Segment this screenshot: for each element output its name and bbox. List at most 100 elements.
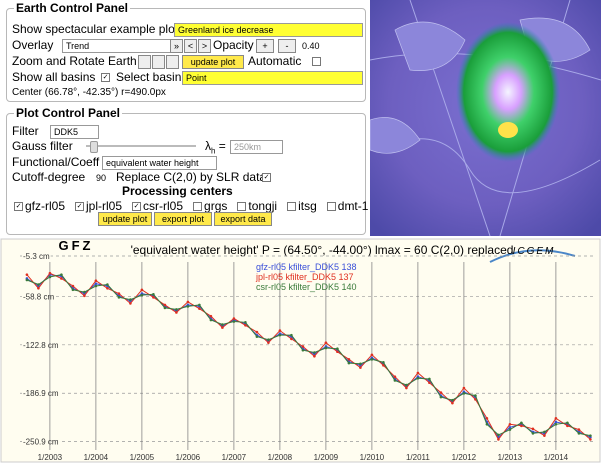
example-select[interactable]: Greenland ice decrease — [174, 23, 363, 37]
map — [370, 0, 601, 236]
series-point — [394, 379, 397, 382]
update-button[interactable]: update plot — [182, 55, 244, 69]
x-tick-label: 1/2007 — [222, 453, 247, 462]
series-point — [129, 298, 132, 301]
checkbox[interactable] — [193, 202, 202, 211]
series-point — [302, 349, 305, 352]
plot-button[interactable]: export data — [214, 212, 272, 226]
x-tick-label: 1/2014 — [544, 453, 569, 462]
label: Overlay — [12, 38, 53, 52]
series-point — [129, 302, 132, 305]
series-point — [405, 384, 408, 387]
series-point — [95, 285, 98, 288]
label: Select basin — [116, 70, 181, 84]
series-point — [428, 378, 431, 381]
series-point — [417, 377, 420, 380]
series-point — [463, 392, 466, 395]
series-point — [164, 307, 167, 310]
nav-button[interactable]: > — [198, 39, 211, 53]
overlay-select[interactable]: Trend — [62, 39, 171, 53]
plot-button[interactable]: update plot — [98, 212, 152, 226]
label: Functional/Coeff — [12, 155, 99, 169]
series-point — [463, 387, 466, 390]
series-point — [555, 421, 558, 424]
series-point — [279, 334, 282, 337]
opacity-button[interactable]: - — [278, 39, 296, 53]
checkbox[interactable]: ✓ — [14, 202, 23, 211]
series-point — [486, 423, 489, 426]
legend-entry: csr-rl05 kfilter_DDK5 140 — [256, 282, 357, 292]
logo: ICGEM — [513, 246, 556, 257]
series-point — [118, 296, 121, 299]
series-point — [440, 391, 443, 394]
checkbox[interactable] — [237, 202, 246, 211]
series-point — [509, 426, 512, 429]
nav-button[interactable]: » — [170, 39, 183, 53]
checkbox[interactable] — [327, 202, 336, 211]
label: Zoom and Rotate Earth — [12, 54, 137, 68]
basin-select[interactable]: Point — [182, 71, 363, 85]
center-label: gfz-rl05 — [25, 199, 65, 213]
series-point — [325, 347, 328, 350]
series-point — [210, 315, 213, 318]
series-point — [451, 399, 454, 402]
series-point — [187, 305, 190, 308]
series-point — [336, 350, 339, 353]
checkbox[interactable] — [312, 57, 321, 66]
series-point — [279, 329, 282, 332]
checkbox[interactable] — [287, 202, 296, 211]
plot-button[interactable]: export plot — [154, 212, 212, 226]
series-point — [589, 434, 592, 437]
zoom-button[interactable] — [166, 55, 179, 69]
opacity-button[interactable]: + — [256, 39, 274, 53]
center-label: itsg — [298, 199, 317, 213]
label: Show spectacular example plot — [12, 22, 178, 36]
page: Earth Control Panel Show spectacular exa… — [0, 0, 601, 463]
series-point — [256, 335, 259, 338]
x-tick-label: 1/2010 — [360, 453, 385, 462]
series-point — [37, 287, 40, 290]
checkbox[interactable]: ✓ — [101, 73, 110, 82]
x-tick-label: 1/2005 — [130, 453, 155, 462]
series-point — [152, 293, 155, 296]
zoom-button[interactable] — [152, 55, 165, 69]
checkbox[interactable]: ✓ — [75, 202, 84, 211]
series-point — [267, 341, 270, 344]
series-point — [49, 272, 52, 275]
gauss-input[interactable]: 250km — [230, 140, 283, 154]
center-label: dmt-1 — [338, 199, 369, 213]
checkbox[interactable]: ✓ — [262, 173, 271, 182]
zoom-button[interactable] — [138, 55, 151, 69]
series-point — [187, 301, 190, 304]
x-tick-label: 1/2008 — [268, 453, 293, 462]
center-label: grgs — [204, 199, 227, 213]
series-point — [60, 273, 63, 276]
series-point — [509, 423, 512, 426]
series-point — [95, 279, 98, 282]
series-point — [382, 361, 385, 364]
panel-title: Earth Control Panel — [14, 1, 130, 15]
series-point — [555, 417, 558, 420]
x-tick-label: 1/2011 — [406, 453, 430, 462]
checkbox[interactable]: ✓ — [132, 202, 141, 211]
filter-select[interactable]: DDK5 — [50, 125, 99, 139]
series-point — [543, 434, 546, 437]
series-point — [106, 283, 109, 286]
series-point — [359, 366, 362, 369]
series-point — [348, 362, 351, 365]
series-point — [106, 287, 109, 290]
functional-select[interactable]: equivalent water height — [102, 156, 217, 170]
series-point — [233, 317, 236, 320]
center-label: tongji — [248, 199, 277, 213]
series-point — [72, 288, 75, 291]
series-point — [244, 324, 247, 327]
series-point — [164, 304, 167, 307]
series-point — [532, 428, 535, 431]
greenland-center — [498, 122, 518, 138]
slider-handle[interactable] — [90, 141, 98, 153]
series-point — [566, 421, 569, 424]
series-point — [152, 296, 155, 299]
slider-track — [86, 145, 196, 147]
series-point — [371, 353, 374, 356]
nav-button[interactable]: < — [184, 39, 197, 53]
